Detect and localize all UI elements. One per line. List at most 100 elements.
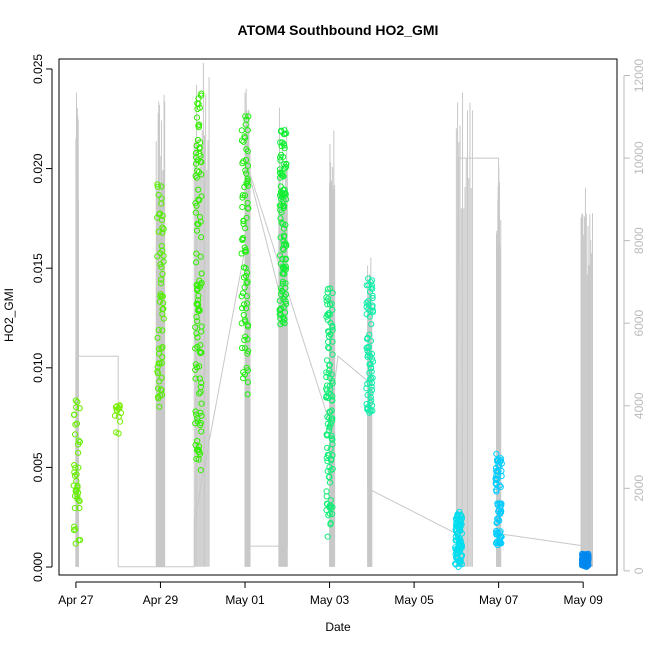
x-axis-label: Date <box>325 620 351 634</box>
data-point <box>495 539 502 547</box>
points-layer <box>70 90 592 571</box>
data-point <box>76 504 83 512</box>
data-point <box>192 345 199 352</box>
data-point <box>325 333 333 340</box>
data-point <box>452 561 459 568</box>
data-point <box>158 264 165 271</box>
data-point <box>197 450 204 457</box>
data-point <box>323 488 330 495</box>
y2-tick-label: 12000 <box>632 59 646 93</box>
data-point <box>240 274 247 281</box>
data-point <box>498 467 505 475</box>
data-point <box>193 300 200 308</box>
data-point <box>326 362 333 369</box>
data-point <box>493 530 500 538</box>
data-point <box>156 403 163 410</box>
data-point <box>239 305 246 312</box>
y2-tick-label: 10000 <box>632 141 646 175</box>
data-point <box>194 334 201 341</box>
data-point <box>154 334 161 341</box>
data-point <box>198 270 205 277</box>
data-point <box>243 170 250 177</box>
data-point <box>160 305 167 312</box>
data-point <box>368 397 375 404</box>
data-point <box>329 397 336 404</box>
x-tick-label: May 05 <box>394 593 434 607</box>
data-point <box>277 139 284 146</box>
x-tick-label: Apr 27 <box>58 593 94 607</box>
data-point <box>328 435 335 442</box>
x-tick-label: Apr 29 <box>143 593 179 607</box>
data-point <box>281 309 289 316</box>
data-point <box>76 536 84 544</box>
data-point <box>276 311 283 318</box>
data-point <box>239 344 246 352</box>
data-point <box>280 204 287 211</box>
data-point <box>324 413 331 420</box>
data-point <box>495 457 502 464</box>
data-point <box>71 472 79 479</box>
data-point <box>245 205 252 212</box>
data-point <box>363 311 370 318</box>
data-point <box>193 364 201 371</box>
y2-tick-label: 4000 <box>632 392 646 419</box>
data-point <box>239 192 246 199</box>
data-point <box>278 219 285 226</box>
data-point <box>364 380 371 387</box>
data-point <box>194 136 201 144</box>
data-point <box>238 127 245 134</box>
data-point <box>72 421 79 428</box>
data-point <box>156 210 163 217</box>
data-point <box>73 486 80 493</box>
data-point <box>154 183 161 190</box>
data-point <box>365 301 372 308</box>
data-point <box>193 411 200 418</box>
data-point <box>73 404 80 411</box>
data-point <box>452 533 459 540</box>
data-point <box>193 114 201 121</box>
data-point <box>329 504 336 511</box>
data-point <box>240 375 247 382</box>
data-point <box>323 297 330 304</box>
data-point <box>369 294 376 302</box>
data-point <box>195 292 202 299</box>
data-point <box>195 95 202 102</box>
chart-title: ATOM4 Southbound HO2_GMI <box>238 22 439 38</box>
data-point <box>364 344 371 351</box>
data-point <box>282 300 290 308</box>
data-point <box>326 424 333 431</box>
data-point <box>75 449 82 456</box>
data-point <box>324 301 331 308</box>
data-point <box>369 308 376 316</box>
data-point <box>277 195 285 203</box>
data-point <box>454 524 461 531</box>
x-tick-label: May 01 <box>225 593 265 607</box>
data-point <box>242 225 249 232</box>
data-point <box>243 305 250 312</box>
data-point <box>193 202 200 209</box>
y2-tick-label: 0 <box>632 567 646 574</box>
data-point <box>281 165 288 172</box>
x-tick-label: May 07 <box>479 593 519 607</box>
data-point <box>160 226 167 233</box>
data-point <box>156 360 163 367</box>
data-point <box>277 234 284 241</box>
data-point <box>245 113 252 120</box>
data-point <box>323 393 330 400</box>
data-point <box>329 338 336 345</box>
data-point <box>325 473 332 481</box>
data-point <box>193 250 200 257</box>
data-point <box>244 127 251 134</box>
data-point <box>115 405 122 412</box>
y2-tick-label: 8000 <box>632 227 646 254</box>
data-point <box>244 336 251 343</box>
data-point <box>324 420 331 428</box>
data-point <box>160 300 167 307</box>
data-point <box>194 418 201 425</box>
data-point <box>156 298 163 305</box>
data-point <box>328 432 335 439</box>
y2-tick-label: 2000 <box>632 475 646 502</box>
data-point <box>325 310 332 317</box>
data-point <box>282 280 289 287</box>
